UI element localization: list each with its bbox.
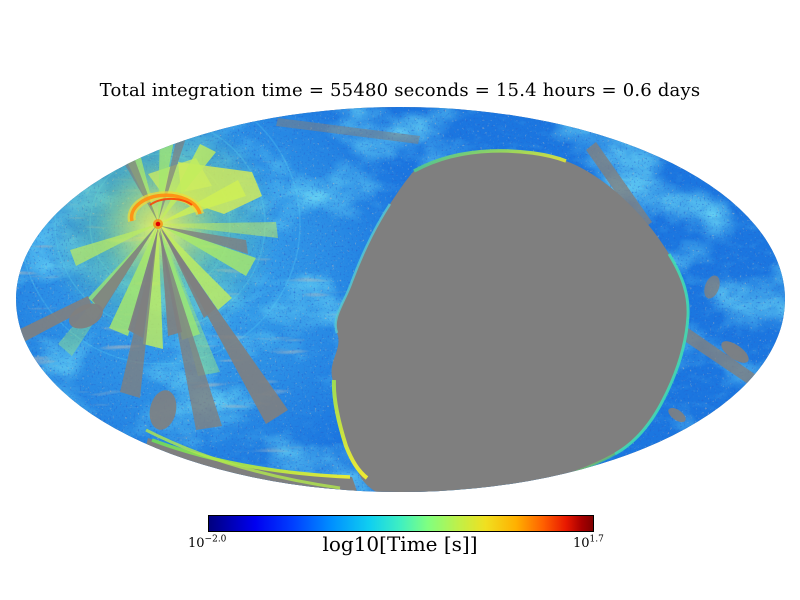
rim-highlight-left [334, 203, 392, 334]
colorbar-gradient [208, 515, 594, 532]
hotspot-peak [127, 191, 204, 229]
rim-highlight-strip [151, 438, 351, 479]
rim-highlight-void-corner [331, 379, 369, 480]
rim-highlight-right [614, 253, 690, 456]
tick-min-exponent: −2.0 [204, 534, 227, 545]
colorbar-tick-min: 10−2.0 [188, 534, 227, 551]
rim-highlight-top [413, 149, 567, 173]
tick-max-exponent: 1.7 [589, 534, 604, 545]
rim-highlight-outer-edge [145, 428, 341, 490]
colorbar-label: log10[Time [s]] [322, 532, 478, 556]
tick-max-base: 10 [573, 536, 590, 551]
figure-title: Total integration time = 55480 seconds =… [99, 80, 701, 101]
colorbar-tick-max: 101.7 [573, 534, 604, 551]
hotspot-ring [129, 193, 202, 222]
unobserved-region [331, 150, 689, 492]
tick-min-base: 10 [188, 536, 205, 551]
hotspot-ring-core [149, 197, 193, 206]
scan-gap-streaks [16, 114, 772, 430]
scan-gap-patches [69, 275, 749, 430]
hotspot-max-point [155, 221, 161, 227]
sky-map-clipped-group [16, 107, 785, 492]
